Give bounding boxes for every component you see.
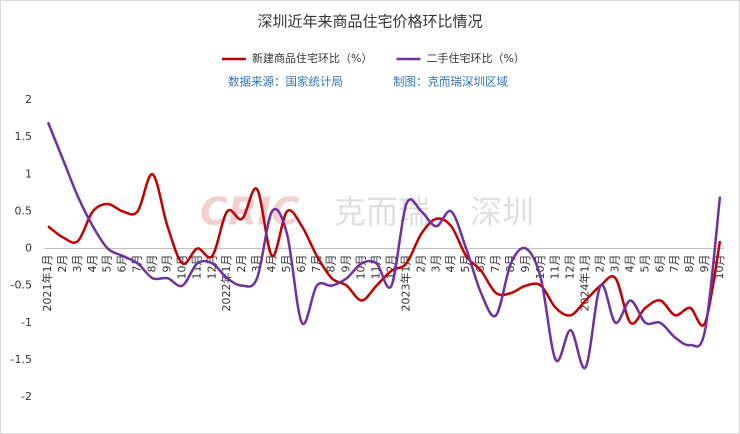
x-tick-label: 5月 bbox=[280, 255, 293, 273]
x-tick-label: 4月 bbox=[86, 255, 99, 273]
credit: 制图：克而瑞深圳区域 bbox=[393, 75, 508, 89]
x-tick-label: 4月 bbox=[623, 255, 636, 273]
x-tick-label: 10月 bbox=[534, 255, 547, 280]
x-tick-label: 3月 bbox=[429, 255, 442, 273]
x-tick-label: 2022年1月 bbox=[219, 255, 233, 312]
x-tick-label: 12月 bbox=[564, 255, 577, 280]
y-tick-label: 0 bbox=[25, 242, 32, 255]
x-tick-label: 6月 bbox=[116, 255, 129, 273]
series-line bbox=[47, 172, 722, 327]
source: 数据来源：国家统计局 bbox=[228, 75, 343, 89]
x-tick-label: 10月 bbox=[355, 255, 368, 280]
x-tick-label: 2月 bbox=[414, 255, 427, 273]
x-tick-label: 2月 bbox=[594, 255, 607, 273]
x-tick-label: 11月 bbox=[370, 255, 383, 280]
x-tick-label: 2月 bbox=[235, 255, 248, 273]
y-tick-label: 0.5 bbox=[15, 204, 33, 217]
x-tick-label: 9月 bbox=[698, 255, 711, 273]
watermark-brand: 克而瑞 bbox=[334, 193, 430, 231]
x-tick-label: 2月 bbox=[56, 255, 69, 273]
x-tick-label: 7月 bbox=[668, 255, 681, 273]
x-tick-label: 11月 bbox=[549, 255, 562, 280]
x-tick-label: 6月 bbox=[295, 255, 308, 273]
x-tick-label: 9月 bbox=[340, 255, 353, 273]
watermark-city: 深圳 bbox=[470, 193, 534, 231]
x-tick-label: 3月 bbox=[71, 255, 84, 273]
y-tick-label: 1 bbox=[25, 167, 32, 180]
y-tick-label: 2 bbox=[25, 93, 32, 106]
legend-label: 二手住宅环比（%） bbox=[426, 51, 524, 65]
x-tick-label: 8月 bbox=[325, 255, 338, 273]
x-tick-label: 7月 bbox=[489, 255, 502, 273]
series-line bbox=[46, 121, 722, 370]
x-tick-label: 8月 bbox=[146, 255, 159, 273]
x-tick-label: 3月 bbox=[608, 255, 621, 273]
x-tick-label: 2023年1月 bbox=[398, 255, 412, 312]
x-tick-label: 2021年1月 bbox=[40, 255, 54, 312]
chart-title: 深圳近年来商品住宅价格环比情况 bbox=[257, 13, 482, 31]
y-tick-label: 1.5 bbox=[15, 130, 33, 143]
x-tick-label: 9月 bbox=[519, 255, 532, 273]
x-tick-label: 6月 bbox=[653, 255, 666, 273]
x-tick-label: 9月 bbox=[160, 255, 173, 273]
x-tick-label: 5月 bbox=[638, 255, 651, 273]
x-tick-label: 4月 bbox=[265, 255, 278, 273]
x-tick-label: 10月 bbox=[175, 255, 188, 280]
x-tick-label: 5月 bbox=[101, 255, 114, 273]
x-tick-label: 8月 bbox=[683, 255, 696, 273]
x-tick-label: 4月 bbox=[444, 255, 457, 273]
y-tick-label: -1.5 bbox=[11, 353, 32, 366]
y-tick-label: -0.5 bbox=[11, 279, 32, 292]
x-tick-label: 11月 bbox=[190, 255, 203, 280]
y-tick-label: -1 bbox=[21, 316, 32, 329]
legend-label: 新建商品住宅环比（%） bbox=[252, 51, 372, 65]
y-tick-label: -2 bbox=[21, 390, 32, 403]
